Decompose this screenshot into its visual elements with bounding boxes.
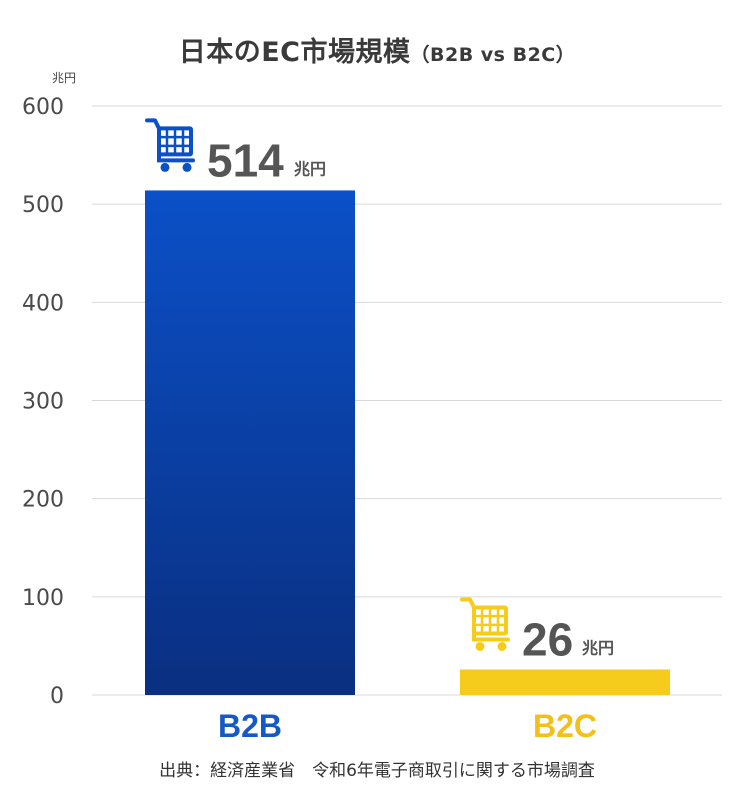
y-axis-unit: 兆円 xyxy=(52,71,77,85)
y-tick-label-300: 300 xyxy=(22,390,64,415)
data-labels: B2B 514 兆円 B2C 26 兆円 xyxy=(145,118,614,744)
chart-title: 日本のEC市場規模（B2B vs B2C） xyxy=(0,30,754,69)
bar-b2c xyxy=(460,669,670,695)
data-label-unit-b2c: 兆円 xyxy=(582,638,614,657)
y-tick-label-600: 600 xyxy=(22,95,64,120)
data-label-b2c: 26 xyxy=(522,613,573,665)
y-tick-label-0: 0 xyxy=(50,684,64,709)
y-tick-label-400: 400 xyxy=(22,291,64,316)
shopping-cart-icon xyxy=(145,118,195,172)
x-category-label-b2b: B2B xyxy=(218,708,282,744)
data-label-unit-b2b: 兆円 xyxy=(294,159,326,178)
y-tick-label-500: 500 xyxy=(22,193,64,218)
bars xyxy=(145,190,670,695)
data-label-b2b: 514 xyxy=(207,134,284,186)
bar-b2b xyxy=(145,190,355,695)
chart-title-sub: （B2B vs B2C） xyxy=(410,44,576,66)
chart-title-main: 日本のEC市場規模 xyxy=(178,37,411,68)
shopping-cart-icon xyxy=(460,597,510,651)
y-tick-label-200: 200 xyxy=(22,488,64,513)
y-tick-label-100: 100 xyxy=(22,586,64,611)
x-category-label-b2c: B2C xyxy=(533,708,597,744)
y-axis-ticks: 0 100 200 300 400 500 600 xyxy=(22,95,64,709)
source-note: 出典：経済産業省 令和6年電子商取引に関する市場調査 xyxy=(159,761,595,781)
